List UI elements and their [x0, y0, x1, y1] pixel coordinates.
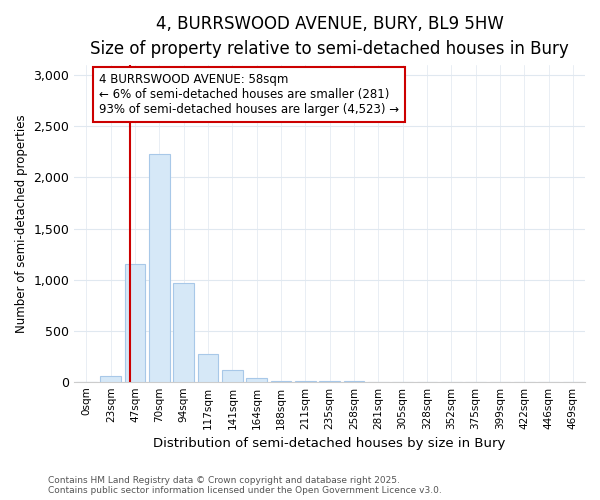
Bar [149, 154, 170, 382]
Bar [173, 282, 194, 382]
Bar [100, 376, 121, 382]
Bar [222, 370, 243, 382]
Title: 4, BURRSWOOD AVENUE, BURY, BL9 5HW
Size of property relative to semi-detached ho: 4, BURRSWOOD AVENUE, BURY, BL9 5HW Size … [90, 15, 569, 58]
Bar [295, 381, 316, 382]
Text: 4 BURRSWOOD AVENUE: 58sqm
← 6% of semi-detached houses are smaller (281)
93% of : 4 BURRSWOOD AVENUE: 58sqm ← 6% of semi-d… [98, 74, 399, 116]
Text: Contains HM Land Registry data © Crown copyright and database right 2025.
Contai: Contains HM Land Registry data © Crown c… [48, 476, 442, 495]
Bar [271, 380, 292, 382]
X-axis label: Distribution of semi-detached houses by size in Bury: Distribution of semi-detached houses by … [154, 437, 506, 450]
Bar [247, 378, 267, 382]
Bar [125, 264, 145, 382]
Bar [198, 354, 218, 382]
Y-axis label: Number of semi-detached properties: Number of semi-detached properties [15, 114, 28, 332]
